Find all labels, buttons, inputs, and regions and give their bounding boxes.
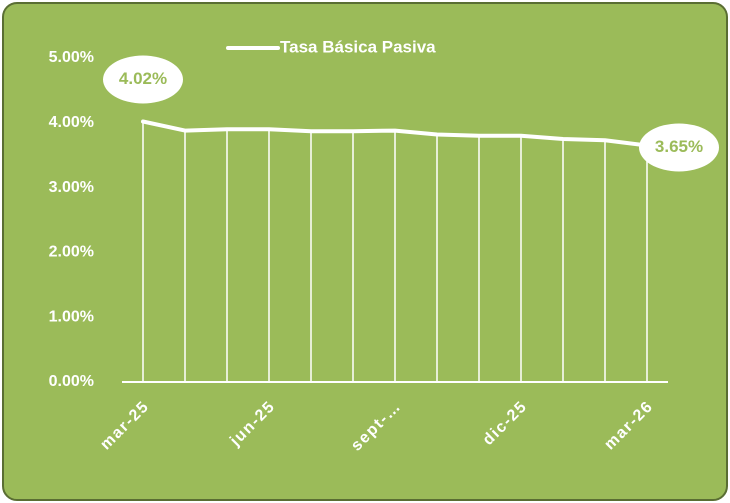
- line: [141, 119, 649, 148]
- data-label-bubble: [639, 123, 719, 172]
- data-label: 4.02%: [119, 69, 167, 88]
- y-tick-label: 4.00%: [49, 114, 94, 131]
- y-tick-label: 3.00%: [49, 179, 94, 196]
- y-tick-label: 2.00%: [49, 244, 94, 261]
- data-label: 3.65%: [655, 137, 703, 156]
- legend-label: Tasa Básica Pasiva: [280, 37, 436, 56]
- y-tick-label: 0.00%: [49, 373, 94, 390]
- y-tick-label: 5.00%: [49, 49, 94, 66]
- y-tick-label: 1.00%: [49, 308, 94, 325]
- data-label-bubble: [103, 55, 183, 104]
